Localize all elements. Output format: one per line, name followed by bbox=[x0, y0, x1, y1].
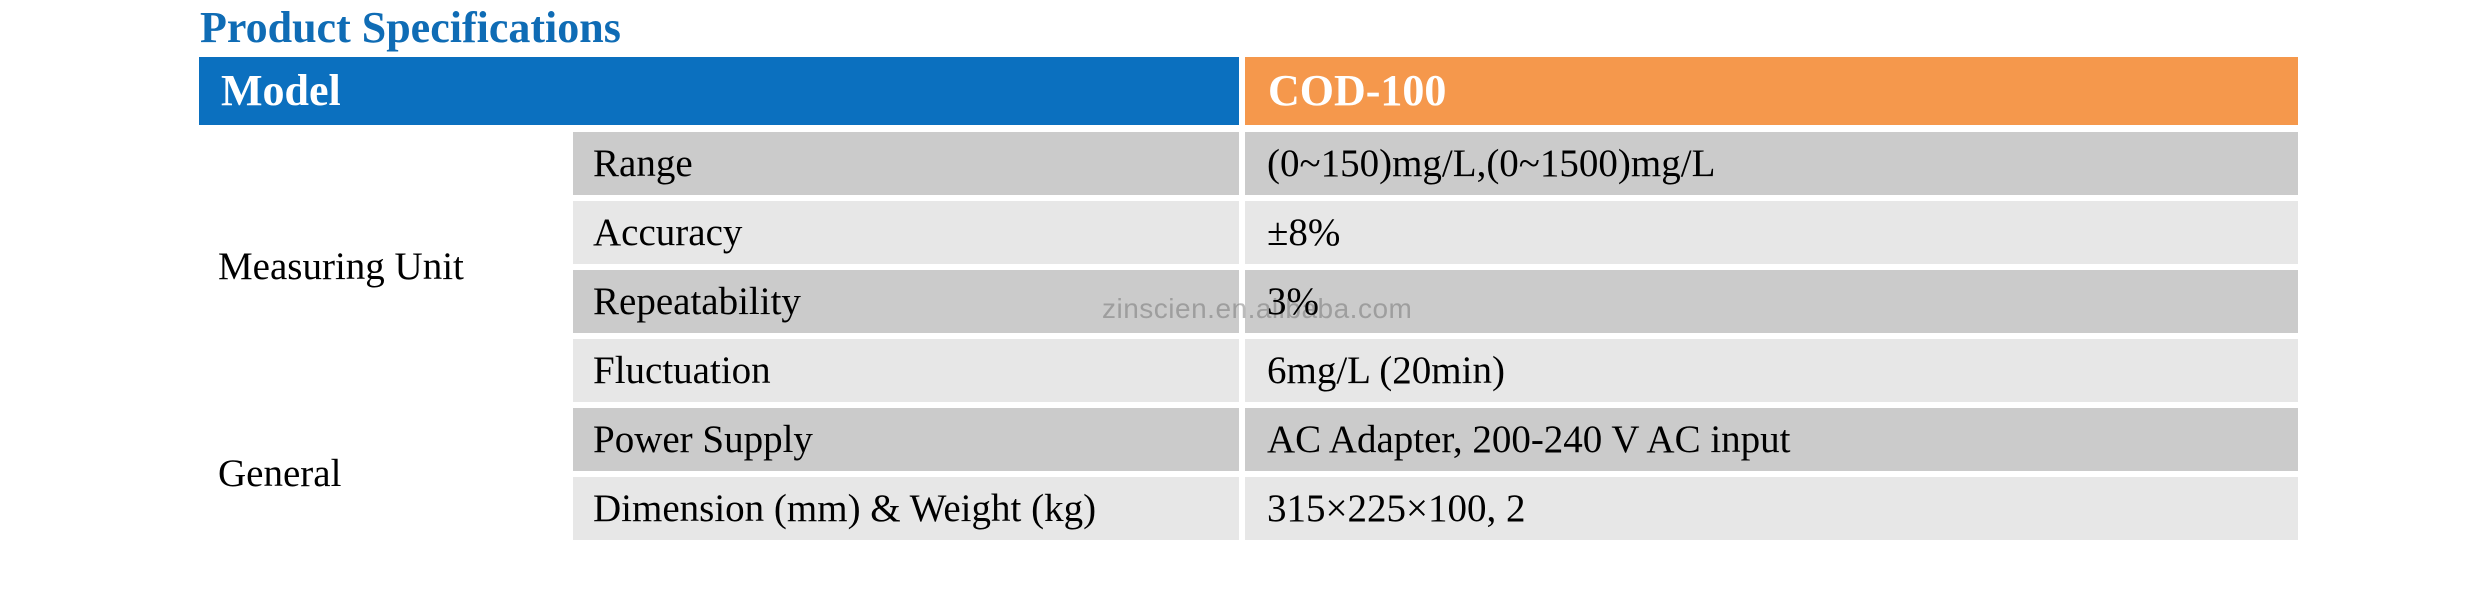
table-body: Measuring Unit General Range (0~150)mg/L… bbox=[199, 131, 2298, 541]
header-product-label: COD-100 bbox=[1268, 66, 1447, 115]
param-cell-dimension-weight: Dimension (mm) & Weight (kg) bbox=[573, 476, 1239, 540]
param-label: Power Supply bbox=[593, 417, 813, 461]
value-cell-dimension-weight: 315×225×100, 2 bbox=[1245, 476, 2298, 540]
param-cell-repeatability: Repeatability bbox=[573, 269, 1239, 333]
value-cell-fluctuation: 6mg/L (20min) bbox=[1245, 338, 2298, 402]
value-text: 6mg/L (20min) bbox=[1267, 348, 1505, 392]
param-label: Accuracy bbox=[593, 210, 743, 254]
group-cell-general: General bbox=[199, 408, 567, 541]
site-watermark: zinscien.en.alibaba.com bbox=[1102, 293, 1413, 324]
param-cell-range: Range bbox=[573, 131, 1239, 195]
param-cell-fluctuation: Fluctuation bbox=[573, 338, 1239, 402]
param-cell-accuracy: Accuracy bbox=[573, 200, 1239, 264]
param-label: Repeatability bbox=[593, 279, 801, 323]
value-text: (0~150)mg/L,(0~1500)mg/L bbox=[1267, 141, 1716, 185]
header-model-label: Model bbox=[221, 66, 341, 115]
param-label: Range bbox=[593, 141, 693, 185]
page-title: Product Specifications bbox=[200, 3, 621, 52]
value-cell-repeatability: 3% bbox=[1245, 269, 2298, 333]
param-cell-power-supply: Power Supply bbox=[573, 407, 1239, 471]
group-label: Measuring Unit bbox=[218, 245, 464, 289]
group-label: General bbox=[218, 452, 342, 496]
value-cell-range: (0~150)mg/L,(0~1500)mg/L bbox=[1245, 131, 2298, 195]
value-cell-accuracy: ±8% bbox=[1245, 200, 2298, 264]
group-cell-measuring-unit: Measuring Unit bbox=[199, 132, 567, 403]
param-label: Fluctuation bbox=[593, 348, 771, 392]
value-text: AC Adapter, 200-240 V AC input bbox=[1267, 417, 1791, 461]
product-specifications-table: Model COD-100 Measuring Unit General Ran… bbox=[199, 57, 2298, 540]
param-label: Dimension (mm) & Weight (kg) bbox=[593, 486, 1097, 530]
header-cell-product-model: COD-100 bbox=[1245, 57, 2298, 125]
value-cell-power-supply: AC Adapter, 200-240 V AC input bbox=[1245, 407, 2298, 471]
header-cell-model: Model bbox=[199, 57, 1239, 125]
value-text: 315×225×100, 2 bbox=[1267, 486, 1526, 530]
value-text: ±8% bbox=[1267, 210, 1341, 254]
value-text: 3% bbox=[1267, 279, 1319, 323]
